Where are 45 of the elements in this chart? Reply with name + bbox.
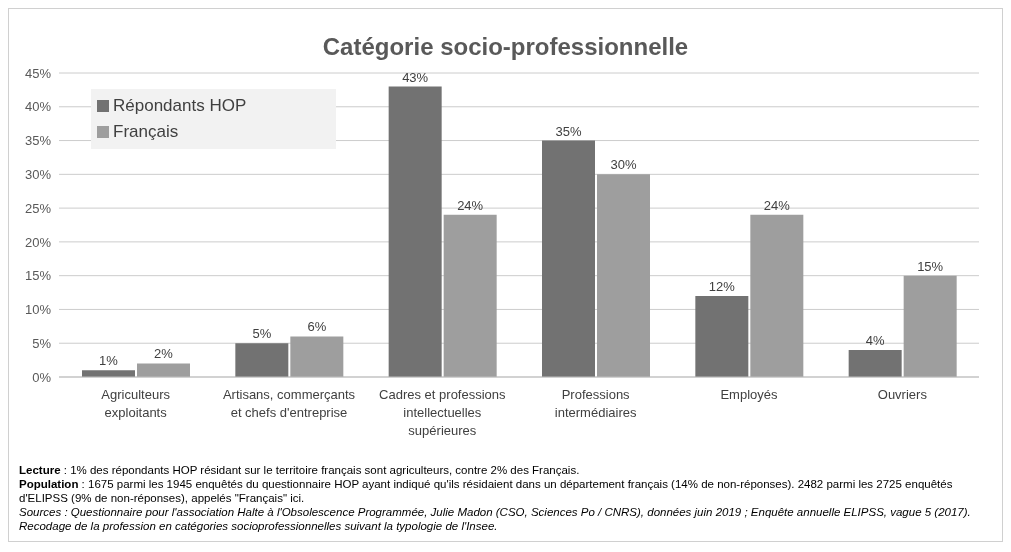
data-label: 15%	[917, 258, 944, 274]
y-tick-label: 15%	[24, 268, 52, 284]
bar	[137, 363, 190, 377]
source-note: Sources : Questionnaire pour l'association Halte à l'Obsolescence Programmée, Julie Madon (CSO, Sciences Po / CNRS), données juin 2019 ; Enquête annuelle ELIPSS, vague 5 (2017). Recodage de la profession en catégories socioprofessionnelles suivant la typologie de l'Insee.	[19, 505, 972, 533]
data-label: 4%	[865, 332, 885, 348]
x-tick-label: Artisans, commerçants et chefs d'entreprise	[222, 387, 356, 420]
bar	[290, 336, 344, 377]
bar	[695, 295, 749, 377]
data-label: 35%	[555, 123, 582, 139]
data-label: 24%	[763, 197, 791, 213]
y-tick-label: 10%	[24, 302, 52, 318]
chart-title: Catégorie socio-professionnelle	[321, 33, 690, 61]
y-tick-label: 45%	[24, 65, 52, 81]
y-tick-label: 20%	[24, 234, 52, 250]
bar	[388, 86, 442, 377]
x-tick-label: Agriculteurs exploitants	[101, 387, 171, 420]
y-tick-label: 25%	[24, 200, 52, 216]
text: Population : 1675 parmi les 1945 enquêtés du questionnaire HOP ayant indiqué qu'ils résidaient dans un département français (14% de non-réponses). 2482 parmi les 2725 enquêtés d'ELIPSS (9% de non-réponses), appelés "Français" ici.	[19, 477, 954, 505]
data-label: 2%	[154, 346, 174, 362]
data-label: 1%	[99, 353, 119, 369]
y-tick-label: 40%	[24, 99, 52, 115]
legend-label: Répondants HOP	[113, 95, 247, 117]
bar	[542, 140, 595, 377]
legend-label: Français	[113, 121, 179, 143]
data-label: 43%	[402, 69, 429, 85]
y-tick-label: 30%	[24, 166, 52, 182]
bar	[903, 275, 957, 377]
y-tick-label: 0%	[32, 369, 52, 385]
bar	[443, 214, 497, 377]
bar	[597, 174, 650, 377]
bar	[235, 343, 289, 377]
text: Lecture : 1% des répondants HOP résidant sur le territoire français sont agriculteurs, contre 2% des Français.	[19, 463, 581, 477]
x-tick-label: Professions intermédiaires	[554, 387, 637, 420]
y-tick-label: 5%	[32, 335, 52, 351]
bar	[848, 349, 902, 377]
x-tick-label: Ouvriers	[877, 387, 928, 402]
y-tick-label: 35%	[24, 133, 52, 149]
data-label: 12%	[708, 278, 736, 294]
bar	[750, 214, 804, 377]
x-tick-label: Employés	[720, 387, 779, 402]
data-label: 24%	[457, 197, 484, 213]
x-tick-label: Cadres et professions intellectuelles supérieures	[379, 387, 507, 438]
data-label: 5%	[252, 326, 272, 342]
data-label: 6%	[307, 319, 327, 335]
data-label: 30%	[610, 157, 637, 173]
